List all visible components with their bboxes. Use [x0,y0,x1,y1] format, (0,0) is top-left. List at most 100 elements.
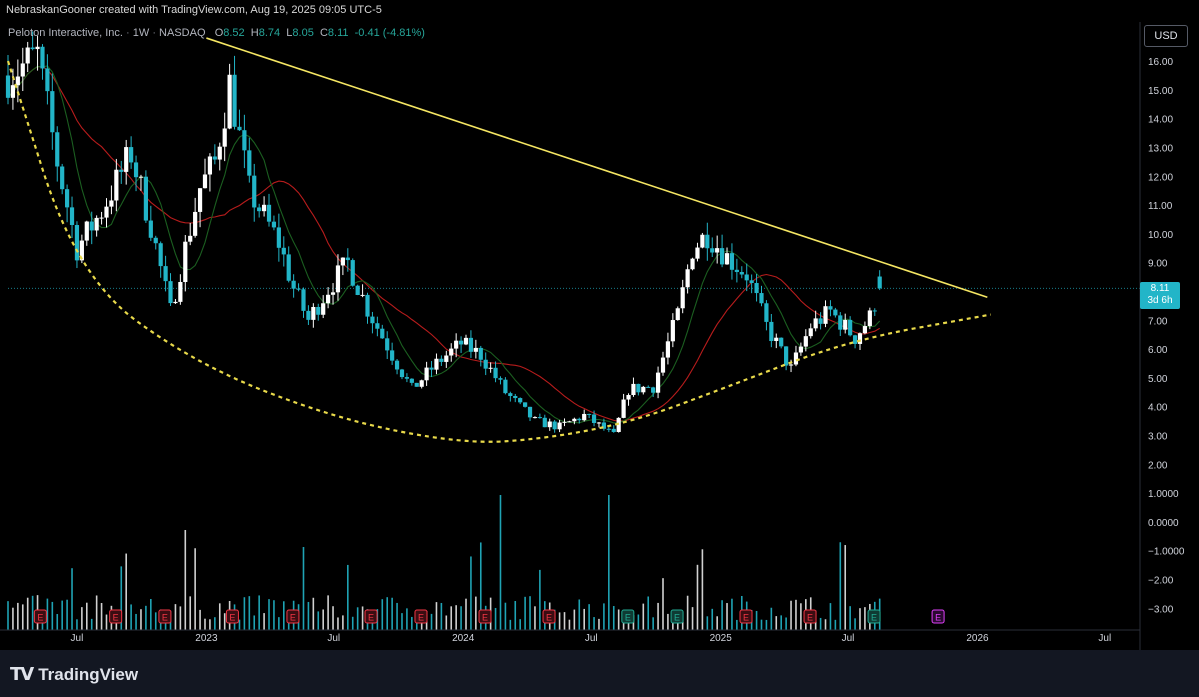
candle [483,352,488,376]
y-tick-label: 0.0000 [1148,518,1179,529]
earnings-marker-label: E [229,613,235,623]
candle [340,257,345,276]
candle [138,174,144,191]
candle [651,386,656,397]
volume-bar [238,619,241,630]
tradingview-logo[interactable]: TV TradingView [10,664,138,685]
candle [316,303,321,321]
volume-bar [406,608,408,630]
y-tick-label: 14.00 [1148,115,1173,126]
candle [838,312,843,336]
volume-bar [780,615,782,630]
candle [596,421,602,428]
candle [798,342,803,356]
candle [148,205,153,242]
moving-average-slow [7,66,880,422]
earnings-marker[interactable]: E [803,609,817,624]
volume-bar [598,618,600,630]
candle [350,258,355,287]
candle [779,337,784,349]
earnings-marker[interactable]: E [158,609,172,624]
volume-bar [839,542,842,630]
volume-bar [539,569,541,630]
candle [542,414,547,428]
y-tick-label: 4.00 [1148,403,1168,414]
open-key: O [214,27,224,39]
last-price-value: 8.11 [1150,283,1170,294]
candle [547,418,552,431]
volume-bar [558,612,561,630]
earnings-marker[interactable]: E [478,609,492,624]
candle [197,188,203,228]
volume-bar [519,619,521,630]
candle [695,242,700,262]
volume-bar [120,566,123,630]
candle [503,377,508,395]
candle [670,313,675,348]
interval-label[interactable]: 1W [132,27,150,39]
volume-bar [371,618,374,630]
volume-bar [61,600,63,630]
candle [360,284,365,298]
candle [877,270,882,291]
volume-bar [273,600,275,630]
candle [99,211,104,225]
volume-bar [391,597,393,630]
volume-bar [243,597,246,630]
volume-bar [56,614,59,630]
candle [675,306,680,321]
volume-bar [455,605,457,630]
candle [764,300,769,331]
candle [473,339,478,359]
earnings-marker[interactable]: E [33,609,47,624]
candle [74,221,80,269]
earnings-marker[interactable]: E [225,609,239,624]
earnings-marker-label: E [368,613,374,623]
y-tick-label: 12.00 [1148,172,1173,183]
earnings-marker[interactable]: E [670,609,684,624]
ma-slow-line [7,66,880,422]
candle [183,235,188,292]
earnings-marker[interactable]: E [867,609,881,624]
candle [793,345,799,367]
volume-bar [716,616,718,630]
candle [173,298,178,304]
candle [266,193,272,227]
candle [94,215,99,237]
volume-bar [248,596,251,630]
candle [399,368,405,380]
volume-bar [223,613,226,630]
attribution-text: NebraskanGooner created with TradingView… [6,4,382,16]
earnings-marker[interactable]: E [414,609,428,624]
symbol-name[interactable]: Peloton Interactive, Inc. [8,27,123,39]
earnings-marker-label: E [418,613,424,623]
volume-bar [795,599,797,630]
candle [261,196,267,217]
earnings-marker[interactable]: E [109,609,123,624]
earnings-marker[interactable]: E [286,609,300,624]
volume-bar [342,615,344,630]
candle [744,263,749,292]
candle [15,59,20,103]
candle [232,55,237,130]
candle [813,310,818,332]
volume-bar [327,595,329,630]
volume-bar [322,609,324,630]
open-value: 8.52 [223,27,245,39]
earnings-marker[interactable]: E [542,609,556,624]
earnings-marker[interactable]: E [621,609,635,624]
volume-bar [588,604,590,630]
candle [572,417,577,425]
tradingview-wordmark: TradingView [38,664,139,684]
candle [25,41,30,73]
earnings-marker[interactable]: E [739,609,753,624]
volume-bar [26,597,29,630]
candle [468,330,474,358]
candle [636,383,641,396]
candle [385,331,390,359]
volume-bar [95,595,98,630]
currency-button[interactable]: USD [1144,25,1188,47]
earnings-marker[interactable]: E [364,609,378,624]
earnings-marker[interactable]: E [931,609,945,624]
